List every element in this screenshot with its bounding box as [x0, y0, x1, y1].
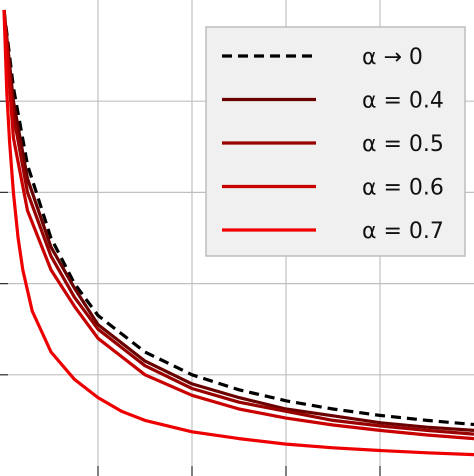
legend-label-3: α = 0.5	[362, 132, 444, 157]
series-line-2	[2, 9, 474, 432]
series-line-5	[2, 9, 474, 457]
axis-ticks	[0, 100, 381, 476]
legend-label-5: α = 0.7	[362, 219, 444, 244]
legend-label-4: α = 0.6	[362, 176, 444, 201]
legend-label-2: α = 0.4	[362, 89, 444, 114]
series-line-3	[2, 9, 474, 436]
series-line-4	[2, 9, 474, 441]
series-line-1	[2, 9, 474, 427]
legend-label-1: α → 0	[362, 45, 423, 70]
series-lines	[2, 9, 474, 457]
legend: α → 0 α = 0.4 α = 0.5 α = 0.6 α = 0.7	[205, 26, 466, 257]
